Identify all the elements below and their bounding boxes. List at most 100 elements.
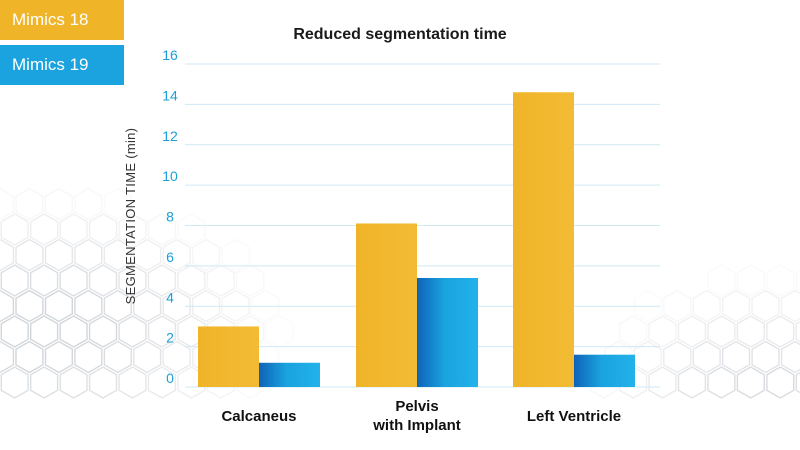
hexagon-cell-47: [722, 289, 751, 323]
hexagon-cell-13: [15, 238, 44, 272]
hexagon-cell-21: [0, 264, 29, 297]
legend-label-mimics-18: Mimics 18: [12, 10, 89, 29]
hexagon-cell-37: [74, 289, 103, 323]
bar-mimics-18-1: [356, 223, 417, 387]
hexagon-cell-39: [133, 289, 162, 323]
hexagon-cell-29: [236, 264, 265, 297]
hexagon-cell-9: [118, 213, 147, 246]
hexagon-cell-76: [133, 340, 162, 374]
hexagon-cell-5: [0, 213, 29, 246]
y-axis-label: SEGMENTATION TIME (min): [123, 128, 138, 305]
hexagon-cell-34: [0, 289, 15, 323]
hexagon-cell-101: [648, 366, 677, 399]
hexagon-cell-94: [118, 366, 147, 399]
hexagon-cell-45: [663, 289, 692, 323]
bar-mimics-19-2: [574, 354, 635, 387]
x-tick-label-2: Left Ventricle: [527, 408, 621, 425]
hexagon-cell-40: [162, 289, 191, 323]
hexagon-cell-30: [707, 264, 736, 297]
x-tick-label-2-line-0: Left Ventricle: [527, 408, 621, 425]
hexagon-cell-68: [795, 320, 800, 343]
hexagon-cell-24: [88, 264, 118, 297]
hexagon-cell-22: [30, 264, 59, 297]
hexagon-cell-102: [677, 366, 707, 399]
hexagon-cell-44: [633, 289, 662, 323]
hexagon-cell-18: [162, 238, 191, 272]
hexagon-cell-20: [221, 238, 250, 272]
hexagon-cell-43: [250, 289, 280, 323]
hexagon-cell-14: [44, 238, 74, 272]
y-tick-label-2: 2: [166, 330, 174, 346]
y-tick-label-8: 8: [166, 209, 174, 225]
hexagon-cell-7: [59, 213, 88, 246]
hexagon-cell-57: [147, 315, 177, 348]
hexagon-cell-11: [177, 213, 206, 246]
hexagon-cell-3: [74, 187, 103, 221]
hexagon-cell-2: [44, 187, 74, 221]
x-tick-label-1-line-0: Pelvis: [395, 398, 438, 415]
hexagon-cell-75: [103, 340, 132, 374]
hexagon-cell-64: [677, 315, 707, 348]
hexagon-cell-41: [191, 289, 221, 323]
hexagon-cell-36: [44, 289, 74, 323]
legend-item-mimics-18: Mimics 18: [0, 0, 124, 40]
hexagon-cell-74: [74, 340, 103, 374]
hexagon-cell-106: [795, 371, 800, 394]
hexagon-cell-27: [177, 264, 206, 297]
hexagon-cell-53: [30, 315, 59, 348]
legend-item-mimics-19: Mimics 19: [0, 45, 124, 85]
hexagon-cell-6: [30, 213, 59, 246]
hexagon-cell-52: [0, 315, 29, 348]
bar-mimics-18-0: [198, 326, 259, 387]
hexagon-cell-46: [692, 289, 721, 323]
x-tick-label-0-line-0: Calcaneus: [221, 408, 296, 425]
hexagon-cell-66: [736, 315, 765, 348]
hexagon-cell-23: [59, 264, 88, 297]
hexagon-cell-90: [0, 366, 29, 399]
hexagon-cell-19: [191, 238, 221, 272]
hexagon-cell-25: [118, 264, 147, 297]
legend-label-mimics-19: Mimics 19: [12, 55, 89, 74]
hexagon-cell-31: [736, 264, 765, 297]
hexagon-cell-54: [59, 315, 88, 348]
hexagon-cell-87: [780, 340, 800, 374]
hexagon-cell-4: [103, 187, 132, 221]
hexagon-cell-71: [0, 340, 15, 374]
hexagon-cell-84: [692, 340, 721, 374]
hexagon-cell-83: [663, 340, 692, 374]
hexagon-cell-63: [648, 315, 677, 348]
x-tick-label-0: Calcaneus: [221, 408, 296, 425]
hexagon-cell-86: [751, 340, 780, 374]
hexagon-cell-85: [722, 340, 751, 374]
hexagon-cell-42: [221, 289, 250, 323]
hexagon-cell-105: [766, 366, 795, 399]
hexagon-cell-35: [15, 289, 44, 323]
hexagon-cell-33: [795, 269, 800, 292]
chart-title: Reduced segmentation time: [293, 26, 506, 43]
x-tick-label-1-line-1: with Implant: [372, 417, 461, 434]
hexagon-cell-16: [103, 238, 132, 272]
hexagon-cell-93: [88, 366, 118, 399]
hexagon-cell-95: [147, 366, 177, 399]
y-tick-label-0: 0: [166, 370, 174, 386]
y-tick-label-6: 6: [166, 249, 174, 265]
hexagon-cell-92: [59, 366, 88, 399]
y-tick-label-10: 10: [162, 168, 178, 184]
hexagon-cell-17: [133, 238, 162, 272]
hexagon-cell-28: [206, 264, 236, 297]
hexagon-cell-82: [633, 340, 662, 374]
hexagon-cell-104: [736, 366, 765, 399]
hexagon-cell-65: [707, 315, 736, 348]
hexagon-cell-26: [147, 264, 177, 297]
hexagon-cell-72: [15, 340, 44, 374]
hexagon-cell-1: [15, 187, 44, 221]
bar-mimics-19-0: [259, 362, 320, 387]
hexagon-cell-91: [30, 366, 59, 399]
hexagon-cell-12: [0, 238, 15, 272]
x-tick-label-1: Pelvis with Implant: [372, 398, 461, 434]
hexagon-cell-32: [766, 264, 795, 297]
hexagon-cell-38: [103, 289, 132, 323]
hexagon-cell-8: [88, 213, 118, 246]
hexagon-cell-103: [707, 366, 736, 399]
